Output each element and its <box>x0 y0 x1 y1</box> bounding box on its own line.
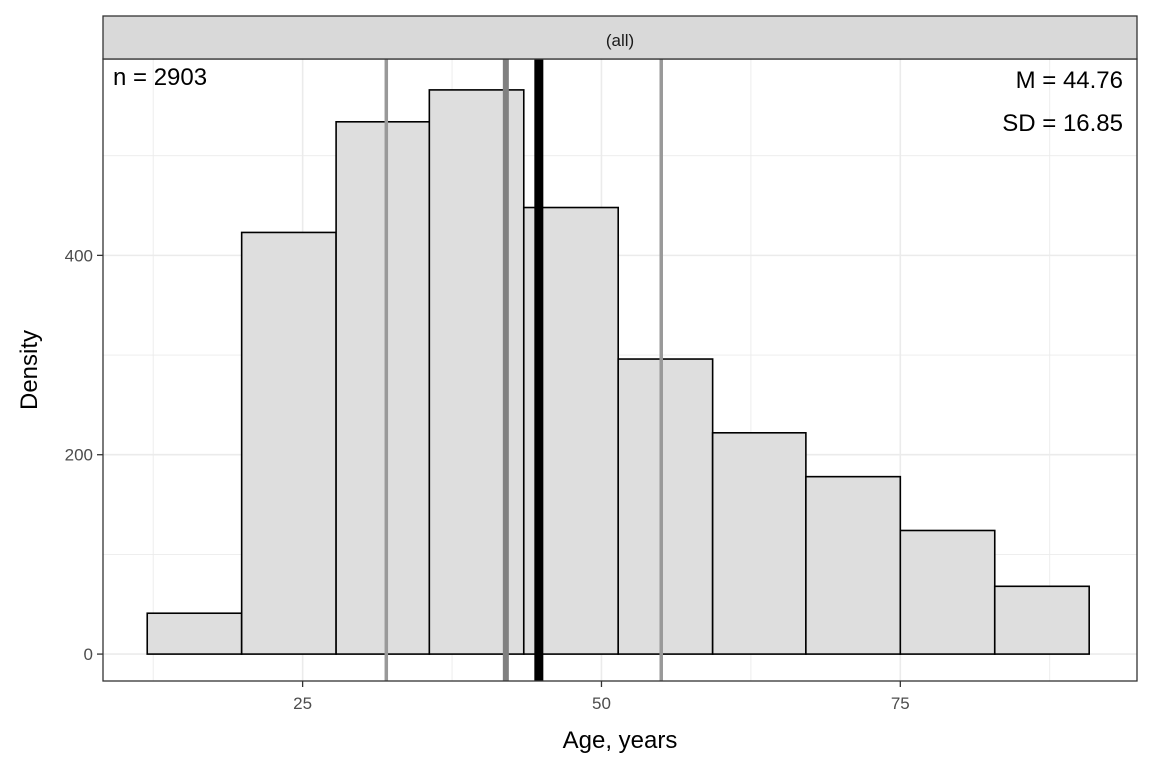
x-axis-title: Age, years <box>563 727 678 754</box>
x-tick-label: 75 <box>891 694 910 713</box>
facet-strip-label: (all) <box>606 31 634 50</box>
histogram-bar <box>617 358 714 655</box>
annotation-n: n = 2903 <box>113 64 207 91</box>
reference-lines <box>384 59 663 681</box>
annotation-sd: SD = 16.85 <box>1002 110 1123 137</box>
histogram-bar <box>146 612 243 655</box>
histogram-bar <box>899 529 996 655</box>
histogram-bar <box>805 475 902 655</box>
histogram-bar <box>335 120 431 655</box>
x-axis-ticks: 25 50 75 <box>293 681 910 713</box>
y-tick-label: 200 <box>65 446 93 465</box>
y-axis-ticks: 0 200 400 <box>65 246 103 664</box>
annotation-mean: M = 44.76 <box>1016 67 1123 94</box>
x-tick-label: 50 <box>592 694 611 713</box>
facet-strip <box>102 15 1138 60</box>
histogram-bar <box>428 89 525 655</box>
histogram-bar <box>240 231 337 655</box>
y-tick-label: 0 <box>84 645 93 664</box>
histogram-bar <box>711 431 807 655</box>
histogram-bar <box>993 585 1090 655</box>
y-axis-title: Density <box>16 330 43 410</box>
y-tick-label: 400 <box>65 246 93 265</box>
histogram-bars <box>146 89 1090 655</box>
x-tick-label: 25 <box>293 694 312 713</box>
